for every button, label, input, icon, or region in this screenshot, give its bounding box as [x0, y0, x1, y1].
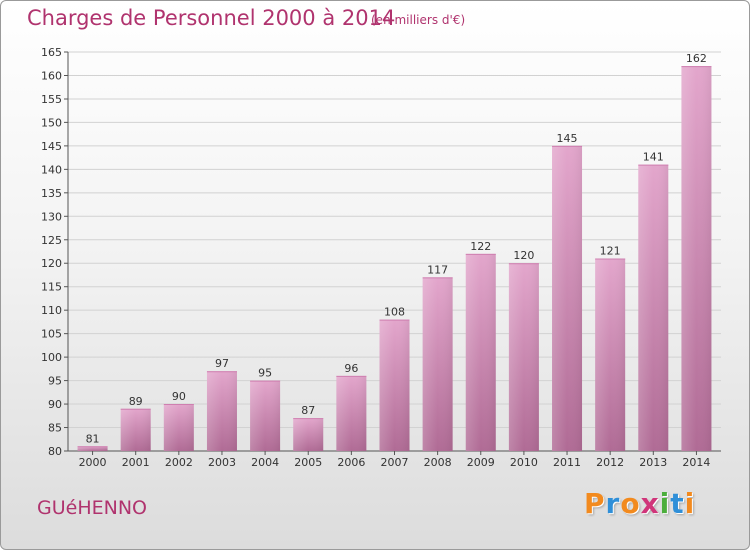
bar-shine [206, 371, 237, 451]
bar-shine [77, 446, 108, 451]
bar-shine [595, 258, 626, 451]
y-tick-label: 150 [41, 116, 62, 129]
bars [77, 66, 712, 452]
bar-shine [120, 408, 151, 451]
data-label: 141 [643, 151, 664, 164]
y-tick-label: 90 [48, 398, 62, 411]
data-label: 145 [557, 132, 578, 145]
labels: 80 85 90 95 100 105 110 115 120 125 130 135 140 145 15… [41, 46, 710, 469]
y-tick-label: 135 [41, 187, 62, 200]
x-tick-label: 2005 [294, 456, 322, 469]
logo-letter: i [684, 487, 696, 520]
y-tick-label: 165 [41, 46, 62, 59]
y-tick-label: 80 [48, 445, 62, 458]
bar-shine [293, 418, 324, 451]
y-tick-label: 155 [41, 93, 62, 106]
logo-letter: t [670, 487, 685, 520]
y-tick-label: 140 [41, 163, 62, 176]
bar-shine [465, 253, 496, 451]
bar-shine [508, 263, 539, 451]
y-tick-label: 105 [41, 328, 62, 341]
data-label: 108 [384, 306, 405, 319]
logo-letter: o [620, 487, 641, 520]
x-tick-label: 2006 [337, 456, 365, 469]
y-tick-label: 100 [41, 351, 62, 364]
bar-shine [681, 66, 712, 452]
data-label: 117 [427, 263, 448, 276]
data-label: 89 [129, 395, 143, 408]
y-tick-label: 160 [41, 69, 62, 82]
x-tick-label: 2008 [424, 456, 452, 469]
bar-shine [336, 375, 367, 451]
x-tick-label: 2013 [639, 456, 667, 469]
bar-shine [163, 404, 194, 451]
logo-letter: P [584, 487, 606, 520]
bar-shine [379, 319, 410, 451]
y-tick-label: 120 [41, 257, 62, 270]
data-label: 120 [513, 249, 534, 262]
x-tick-label: 2007 [381, 456, 409, 469]
logo-letter: i [659, 487, 671, 520]
data-label: 96 [344, 362, 358, 375]
x-tick-label: 2004 [251, 456, 279, 469]
commune-name: GUéHENNO [37, 497, 147, 519]
x-tick-label: 2003 [208, 456, 236, 469]
y-tick-label: 125 [41, 234, 62, 247]
chart-subtitle: (en milliers d'€) [371, 13, 466, 27]
y-tick-label: 95 [48, 375, 62, 388]
x-tick-label: 2011 [553, 456, 581, 469]
y-tick-label: 85 [48, 422, 62, 435]
bar-shine [422, 277, 453, 451]
proxiti-logo: Proxiti [584, 487, 695, 520]
y-tick-label: 130 [41, 210, 62, 223]
x-tick-label: 2001 [122, 456, 150, 469]
x-tick-label: 2002 [165, 456, 193, 469]
logo-letter: r [605, 487, 621, 520]
x-tick-label: 2000 [79, 456, 107, 469]
data-label: 121 [600, 245, 621, 258]
x-tick-label: 2014 [682, 456, 710, 469]
y-tick-label: 115 [41, 281, 62, 294]
data-label: 90 [172, 390, 186, 403]
data-label: 95 [258, 367, 272, 380]
data-label: 97 [215, 357, 229, 370]
x-tick-label: 2012 [596, 456, 624, 469]
data-label: 122 [470, 240, 491, 253]
chart-title: Charges de Personnel 2000 à 2014 [27, 6, 396, 30]
data-label: 81 [86, 432, 100, 445]
x-tick-label: 2010 [510, 456, 538, 469]
bar-shine [638, 164, 669, 452]
y-tick-label: 145 [41, 140, 62, 153]
data-label: 162 [686, 52, 707, 65]
data-label: 87 [301, 404, 315, 417]
x-tick-label: 2009 [467, 456, 495, 469]
y-tick-label: 110 [41, 304, 62, 317]
bar-shine [552, 145, 583, 451]
bar-shine [250, 380, 281, 451]
logo-letter: x [640, 487, 660, 520]
